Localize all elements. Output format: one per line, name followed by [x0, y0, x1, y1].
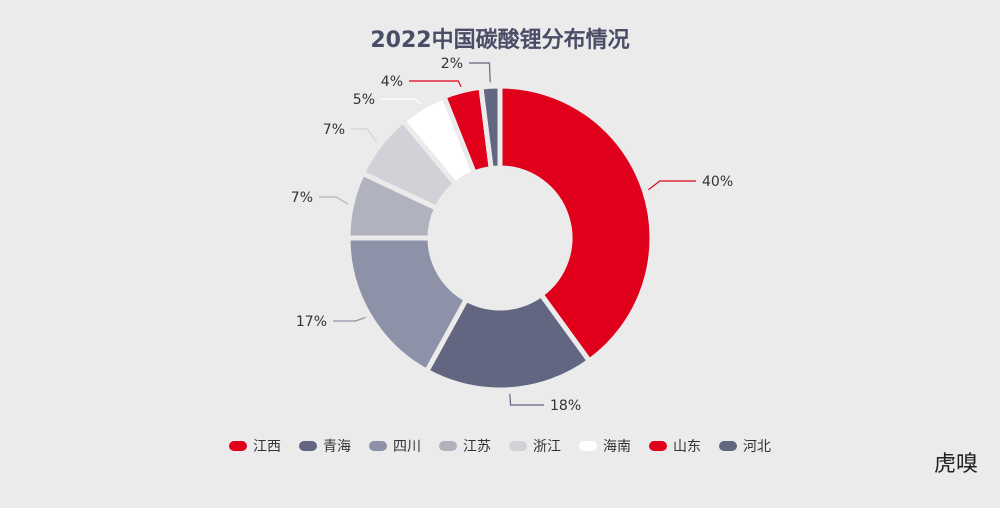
legend-swatch	[649, 441, 667, 451]
data-label: 17%	[296, 314, 327, 330]
legend-item: 四川	[369, 436, 421, 456]
data-label: 7%	[323, 122, 345, 138]
legend-swatch	[229, 441, 247, 451]
leader-line	[351, 128, 378, 143]
legend-swatch	[719, 441, 737, 451]
legend-label: 四川	[393, 439, 421, 455]
data-label: 4%	[381, 74, 403, 90]
legend-item: 青海	[299, 436, 351, 456]
logo: 虎嗅	[933, 452, 978, 477]
legend-item: 河北	[719, 436, 771, 456]
data-label: 18%	[550, 398, 581, 414]
leader-line	[469, 62, 491, 83]
legend-item: 江苏	[439, 436, 491, 456]
slice-四川	[345, 235, 469, 374]
legend-item: 山东	[649, 436, 701, 456]
legend-item: 江西	[229, 436, 281, 456]
legend-label: 山东	[673, 439, 701, 455]
leader-line	[647, 180, 696, 191]
legend: 江西 青海 四川 江苏 浙江 海南 山东 河北	[0, 436, 1000, 456]
leader-line	[409, 80, 462, 88]
data-label: 7%	[291, 190, 313, 206]
legend-label: 江苏	[463, 439, 491, 455]
legend-swatch	[299, 441, 317, 451]
legend-item: 浙江	[509, 436, 561, 456]
legend-label: 海南	[603, 439, 631, 455]
chart-title: 2022中国碳酸锂分布情况	[370, 28, 630, 53]
leader-line	[381, 98, 421, 105]
legend-swatch	[369, 441, 387, 451]
leader-line	[333, 316, 366, 322]
legend-swatch	[509, 441, 527, 451]
leader-line	[509, 393, 544, 406]
legend-swatch	[579, 441, 597, 451]
legend-label: 浙江	[533, 439, 561, 455]
data-label: 40%	[702, 174, 733, 190]
legend-item: 海南	[579, 436, 631, 456]
legend-swatch	[439, 441, 457, 451]
slice-河北	[478, 83, 503, 172]
legend-label: 江西	[253, 439, 281, 455]
slice-江西	[497, 83, 655, 364]
slice-青海	[424, 292, 592, 393]
data-label: 5%	[353, 92, 375, 108]
leader-line	[319, 196, 349, 205]
data-label: 2%	[441, 56, 463, 72]
legend-label: 青海	[323, 439, 351, 455]
legend-label: 河北	[743, 439, 771, 455]
